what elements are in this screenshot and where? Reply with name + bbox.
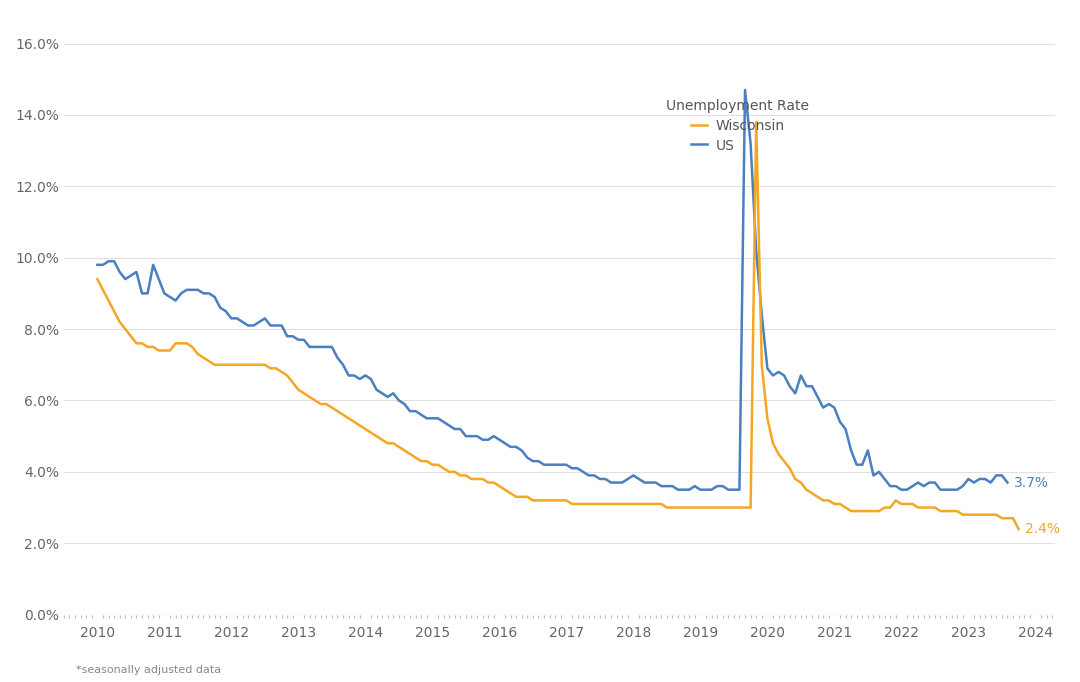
- US: [230, 314, 243, 323]
- Text: *seasonally adjusted data: *seasonally adjusted data: [76, 665, 220, 675]
- Wisconsin: [91, 275, 104, 283]
- US: [806, 382, 819, 390]
- Wisconsin: [705, 503, 718, 512]
- Line: US: US: [97, 90, 1008, 490]
- US: [968, 479, 981, 487]
- US: [739, 86, 752, 94]
- Line: Wisconsin: Wisconsin: [97, 122, 1018, 529]
- Legend: Wisconsin, US: Wisconsin, US: [661, 94, 815, 158]
- Wisconsin: [1012, 525, 1025, 533]
- US: [91, 261, 104, 269]
- Wisconsin: [1001, 514, 1014, 522]
- Wisconsin: [348, 418, 361, 426]
- US: [1001, 479, 1014, 487]
- Wisconsin: [962, 511, 975, 519]
- US: [526, 457, 539, 465]
- US: [459, 432, 472, 441]
- Wisconsin: [677, 503, 690, 512]
- US: [672, 486, 685, 494]
- US: [767, 372, 780, 380]
- Wisconsin: [113, 318, 126, 326]
- Text: 2.4%: 2.4%: [1025, 522, 1061, 536]
- Wisconsin: [750, 118, 762, 126]
- Text: 3.7%: 3.7%: [1014, 475, 1049, 490]
